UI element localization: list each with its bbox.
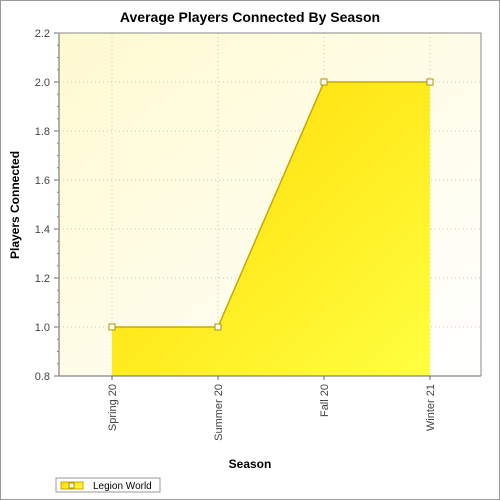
legend: Legion World (55, 477, 161, 493)
y-tick-label: 1.0 (35, 322, 50, 334)
x-tick-label: Fall 20 (319, 384, 331, 417)
data-point-0 (108, 323, 116, 331)
series-line-legion-world (112, 81, 430, 328)
y-tick-label: 1.8 (35, 126, 50, 138)
x-axis-label: Season (229, 457, 272, 471)
legend-label-legion-world: Legion World (93, 481, 152, 492)
y-tick-label: 2.0 (35, 77, 50, 89)
legend-marker (68, 482, 75, 489)
y-tick-label: 0.8 (35, 371, 50, 383)
data-point-1 (214, 323, 222, 331)
x-tick-label: Winter 21 (425, 384, 437, 431)
data-points (108, 78, 434, 331)
x-axis-ticks: Spring 20 Summer 20 Fall 20 Winter 21 (107, 376, 437, 441)
x-tick-label: Summer 20 (213, 384, 225, 441)
area-series-legion-world (112, 82, 430, 376)
chart-title: Average Players Connected By Season (120, 9, 380, 25)
x-tick-label: Spring 20 (107, 384, 119, 431)
y-tick-label: 1.2 (35, 273, 50, 285)
y-tick-label: 1.4 (35, 224, 50, 236)
y-tick-label: 1.6 (35, 175, 50, 187)
data-point-2 (320, 78, 328, 86)
data-point-3 (426, 78, 434, 86)
y-axis-ticks: 0.8 1.0 1.2 1.4 1.6 1.8 2.0 2.2 (35, 28, 59, 383)
y-axis-label: Players Connected (8, 151, 22, 259)
y-tick-label: 2.2 (35, 28, 50, 40)
